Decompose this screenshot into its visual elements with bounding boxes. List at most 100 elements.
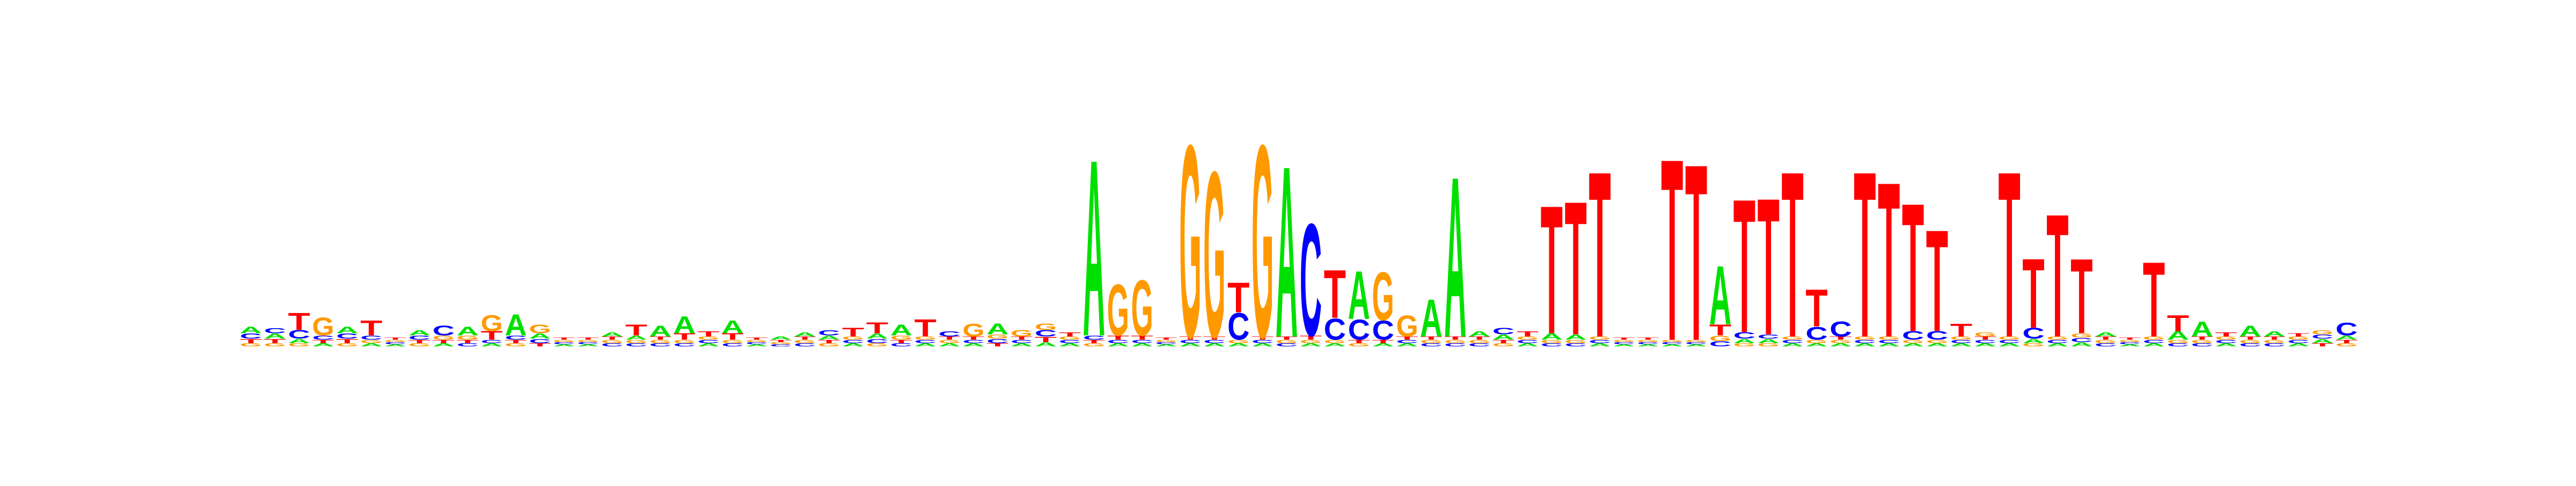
logo-letter-c: C	[2239, 342, 2261, 347]
logo-letter-a: A	[1709, 249, 1731, 342]
logo-letter-c: C	[1999, 339, 2021, 344]
logo-letter-c: C	[1613, 342, 1635, 345]
logo-letter-t: T	[336, 338, 358, 345]
logo-letter-a: A	[1300, 342, 1322, 347]
logo-letter-c: C	[1420, 342, 1442, 347]
logo-letter-c: C	[1685, 342, 1707, 345]
logo-letter-a: A	[1974, 342, 1996, 347]
logo-letter-c: C	[1348, 314, 1370, 346]
logo-letter-c: C	[962, 339, 984, 344]
logo-letter-g: G	[601, 339, 623, 344]
logo-letter-c: C	[384, 342, 406, 345]
logo-letter-g: G	[1517, 336, 1539, 341]
logo-letter-t: T	[264, 338, 286, 345]
logo-letter-g: G	[1758, 342, 1780, 347]
logo-letter-g: G	[2046, 336, 2068, 341]
logo-letter-t: T	[1974, 336, 1996, 341]
logo-letter-c: C	[1179, 339, 1201, 344]
logo-letter-a: A	[1203, 342, 1225, 347]
logo-letter-g: G	[2022, 342, 2044, 347]
logo-letter-c: C	[2046, 339, 2068, 344]
logo-letter-t: T	[1805, 278, 1827, 338]
logo-letter-g: G	[1661, 339, 1683, 343]
logo-letter-g: G	[360, 339, 382, 344]
logo-letter-t: T	[288, 308, 310, 336]
logo-letter-t: T	[770, 339, 792, 343]
logo-letter-a: A	[1878, 342, 1900, 347]
logo-letter-a: A	[745, 344, 767, 347]
logo-letter-t: T	[433, 339, 455, 344]
logo-letter-g: G	[770, 342, 792, 345]
logo-letter-c: C	[481, 339, 503, 344]
logo-letter-g: G	[1709, 334, 1731, 343]
logo-letter-a: A	[1324, 342, 1346, 347]
logo-letter-c: C	[890, 342, 912, 347]
logo-letter-g: G	[794, 339, 816, 344]
logo-letter-c: C	[360, 335, 382, 342]
logo-letter-t: T	[1685, 112, 1707, 394]
logo-letter-g: G	[962, 320, 984, 340]
logo-letter-a: A	[457, 324, 479, 338]
logo-letter-c: C	[1805, 323, 1827, 344]
logo-letter-a: A	[1179, 342, 1201, 347]
logo-letter-t: T	[1950, 320, 1972, 340]
logo-letter-g: G	[1444, 339, 1466, 344]
logo-letter-a: A	[2167, 329, 2189, 343]
logo-letter-c: C	[866, 338, 888, 345]
logo-letter-c: C	[1878, 339, 1900, 344]
logo-letter-g: G	[866, 342, 888, 347]
logo-letter-t: T	[1565, 162, 1587, 375]
logo-letter-t: T	[1492, 339, 1514, 344]
logo-letter-a: A	[2046, 342, 2068, 347]
logo-letter-a: A	[2191, 317, 2213, 341]
logo-letter-g: G	[2311, 329, 2333, 336]
logo-letter-c: C	[674, 342, 696, 347]
logo-letter-t: T	[408, 339, 430, 344]
logo-letter-t: T	[1252, 336, 1274, 341]
logo-letter-g: G	[1131, 264, 1153, 353]
logo-letter-g: G	[1541, 339, 1563, 344]
logo-letter-t: T	[2215, 331, 2237, 338]
logo-letter-a: A	[818, 335, 840, 342]
logo-letter-a: A	[1059, 342, 1081, 347]
letter-stacks: GTCAGTACGACTATCGGTCAAGCTACGTGTCAATGCCTGA…	[240, 88, 2358, 396]
logo-letter-g: G	[1613, 339, 1635, 343]
logo-letter-g: G	[529, 322, 551, 336]
logo-letter-g: G	[1300, 339, 1322, 344]
logo-letter-t: T	[2070, 237, 2092, 357]
logo-letter-c: C	[577, 342, 599, 345]
logo-letter-t: T	[674, 332, 696, 342]
logo-letter-t: T	[1613, 337, 1635, 340]
logo-letter-c: C	[625, 342, 647, 347]
logo-letter-t: T	[2311, 342, 2333, 347]
logo-letter-a: A	[986, 321, 1008, 338]
logo-letter-c: C	[2070, 337, 2092, 344]
logo-letter-a: A	[1613, 344, 1635, 347]
logo-letter-g: G	[1685, 339, 1707, 343]
logo-letter-t: T	[529, 342, 551, 347]
logo-letter-c: C	[1733, 331, 1755, 341]
logo-letter-g: G	[1589, 336, 1611, 341]
logo-letter-t: T	[1999, 122, 2021, 387]
logo-letter-c: C	[1083, 335, 1105, 342]
logo-letter-a: A	[336, 325, 358, 335]
logo-letter-c: C	[2263, 342, 2285, 347]
logo-letter-c: C	[745, 342, 767, 345]
logo-letter-c: C	[1829, 317, 1851, 341]
logo-letter-a: A	[529, 332, 551, 340]
logo-letter-c: C	[240, 332, 262, 340]
logo-letter-c: C	[288, 328, 310, 342]
logo-letter-a: A	[1950, 342, 1972, 347]
logo-letter-t: T	[1203, 336, 1225, 341]
logo-letter-c: C	[2022, 325, 2044, 342]
logo-letter-g: G	[1782, 336, 1804, 341]
logo-letter-a: A	[1902, 342, 1924, 347]
logo-letter-a: A	[577, 344, 599, 347]
logo-letter-t: T	[1829, 336, 1851, 341]
logo-letter-t: T	[914, 315, 936, 342]
logo-letter-c: C	[1517, 339, 1539, 344]
logo-letter-c: C	[2191, 342, 2213, 347]
logo-letter-t: T	[1854, 122, 1876, 387]
logo-letter-c: C	[1300, 190, 1322, 369]
